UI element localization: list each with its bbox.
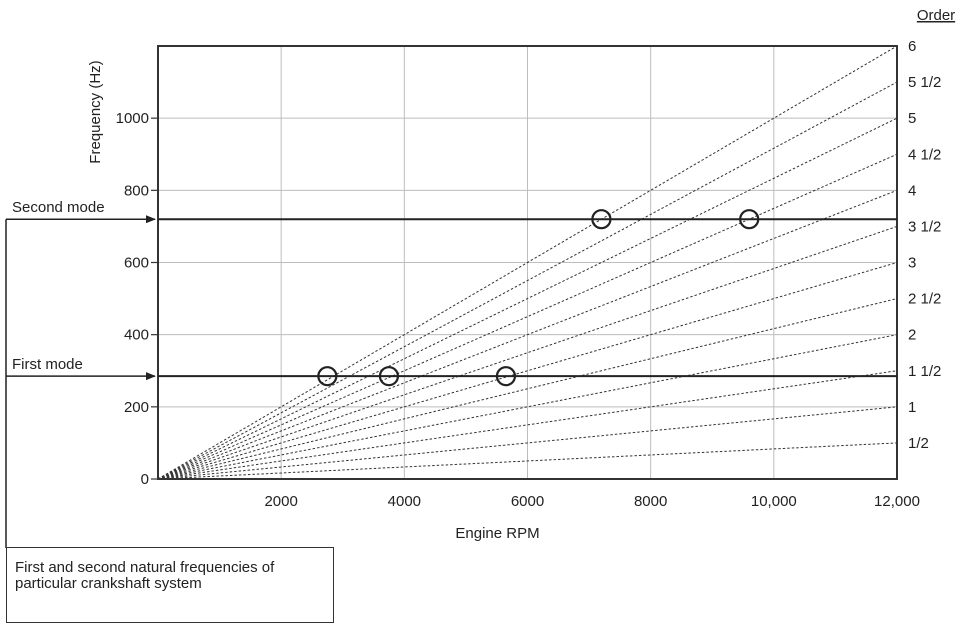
order-line [157, 189, 898, 480]
y-axis-title: Frequency (Hz) [87, 60, 104, 163]
caption-box: First and second natural frequencies of … [6, 547, 334, 623]
order-lines [157, 45, 898, 480]
x-tick-label: 12,000 [874, 493, 920, 510]
order-label: 1 1/2 [908, 363, 941, 380]
intersection-marker [495, 366, 517, 387]
order-label: 3 1/2 [908, 218, 941, 235]
tick-labels: 2000 4000 6000 8000 10,000 12,000 0 200 400 600 80… [116, 110, 920, 510]
order-line [157, 81, 898, 480]
order-label: 6 [908, 38, 916, 55]
x-tick-label: 6000 [511, 493, 544, 510]
order-line [157, 262, 898, 480]
order-label: 2 [908, 327, 916, 344]
order-label: 4 1/2 [908, 146, 941, 163]
y-tick-label: 800 [124, 182, 149, 199]
mode-lines: First mode Second mode [5, 199, 897, 548]
order-label: 4 [908, 182, 916, 199]
y-tick-label: 400 [124, 327, 149, 344]
order-line [157, 442, 898, 480]
intersection-marker [378, 366, 400, 387]
order-title: Order [917, 7, 955, 24]
intersection-marker [317, 366, 338, 387]
y-tick-label: 0 [141, 471, 149, 488]
order-line [157, 45, 898, 480]
mode-label: First mode [12, 356, 83, 373]
intersection-marker [591, 209, 612, 230]
order-label: 3 [908, 255, 916, 272]
x-tick-label: 2000 [264, 493, 297, 510]
order-line [157, 370, 898, 480]
order-line [157, 117, 898, 480]
order-label: 5 [908, 110, 916, 127]
caption-text: First and second natural frequencies of … [15, 559, 275, 592]
order-line [157, 406, 898, 480]
mode-label: Second mode [12, 199, 105, 216]
y-tick-label: 200 [124, 399, 149, 416]
order-line [157, 153, 898, 480]
y-tick-label: 600 [124, 255, 149, 272]
x-tick-label: 4000 [388, 493, 421, 510]
order-label: 1 [908, 399, 916, 416]
grid [158, 46, 897, 479]
order-line [157, 298, 898, 480]
intersection-marker [739, 209, 760, 230]
order-label: 1/2 [908, 435, 929, 452]
order-labels: 1/2 1 1 1/2 2 2 1/2 3 3 1/2 4 4 1/2 5 5 1/2 6 [908, 38, 941, 452]
x-tick-label: 10,000 [751, 493, 797, 510]
x-axis-title: Engine RPM [455, 525, 539, 542]
order-label: 2 1/2 [908, 291, 941, 308]
y-tick-label: 1000 [116, 110, 149, 127]
intersection-markers [317, 209, 760, 387]
x-tick-label: 8000 [634, 493, 667, 510]
order-label: 5 1/2 [908, 74, 941, 91]
order-line [157, 334, 898, 480]
